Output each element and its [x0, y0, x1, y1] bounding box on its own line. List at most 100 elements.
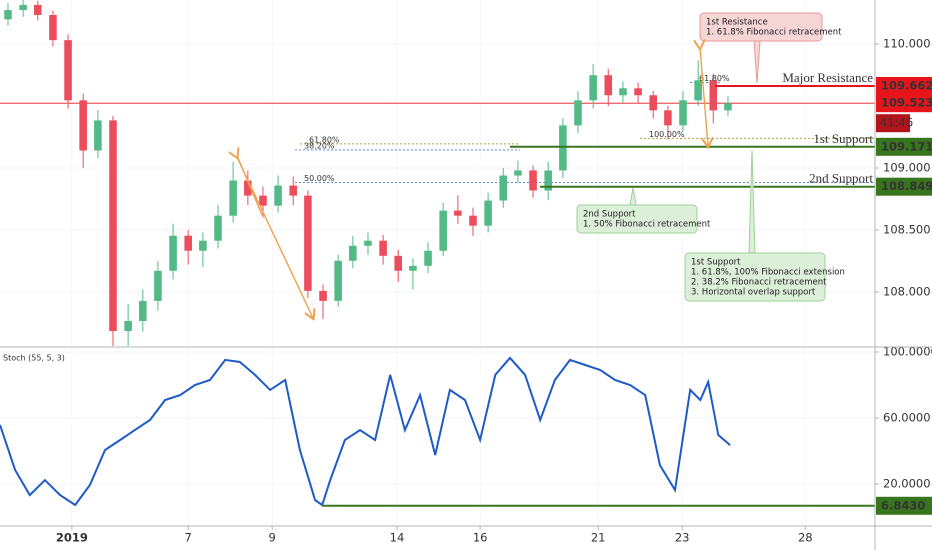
x-tick-label: 14 [390, 531, 405, 545]
candle-body [394, 255, 403, 271]
fib-label: 100.00% [649, 130, 685, 139]
price-tag [876, 496, 932, 515]
price-tag-label: 109.523 [881, 96, 932, 110]
candle-body [574, 100, 582, 126]
fib-arrow [237, 157, 313, 318]
y-tick-label: 100.0000 [883, 344, 932, 358]
price-tag [876, 76, 932, 95]
callout-text: 1st Resistance [706, 18, 768, 28]
candle-body [4, 10, 12, 20]
candle-body [49, 14, 57, 41]
x-tick-label: 21 [591, 531, 606, 545]
candle-body [319, 290, 327, 301]
candle-body [349, 245, 357, 261]
fib-label: 61.80% [309, 135, 340, 144]
candle-body [484, 200, 492, 226]
countdown-label: 41:46 [880, 116, 913, 130]
callout-box [684, 252, 826, 302]
candle-body [94, 120, 102, 151]
fib-label: 50.00% [304, 174, 335, 183]
y-tick-label: 108.500 [883, 222, 931, 236]
callout-box [576, 204, 698, 234]
candle-body [169, 235, 177, 271]
candle-body [424, 250, 432, 266]
fib-arrow [700, 48, 708, 146]
y-tick-label: 110.000 [883, 37, 931, 51]
level-label: 2nd Support [809, 171, 873, 186]
callout-text: 1st Support [691, 258, 741, 268]
callout-text: 2nd Support [583, 210, 636, 220]
candle-body [289, 185, 297, 196]
candle-body [334, 260, 342, 301]
candle-body [544, 170, 552, 191]
candle-body [409, 265, 417, 271]
candle-body [304, 195, 312, 291]
fib-arrow [237, 157, 263, 216]
stoch-line [0, 356, 731, 507]
candle-body [469, 215, 477, 226]
candle-body [274, 185, 282, 206]
y-tick-label: 20.0000 [883, 477, 931, 491]
price-tag-label: 109.171 [881, 139, 932, 153]
candle-body [64, 40, 72, 101]
candle-body [724, 103, 732, 111]
x-tick-label: 16 [473, 531, 488, 545]
candle-body [184, 235, 192, 251]
candle-body [34, 4, 42, 15]
candle-body [229, 180, 237, 216]
price-tag [876, 137, 932, 156]
overlay-layer: 110.000 109.000 108.500 108.000 100.0000 60.0… [56, 12, 932, 545]
candle-body [679, 100, 687, 126]
candle-body [364, 240, 372, 246]
candle-body [154, 270, 162, 301]
candle-body [454, 210, 462, 216]
level-label: 1st Support [813, 131, 873, 146]
price-tag-label: 6.8430 [881, 498, 925, 512]
y-tick-label: 109.000 [883, 160, 931, 174]
candle-body [199, 240, 207, 251]
candle-body [709, 80, 718, 111]
price-panel [0, 0, 875, 346]
price-tag [876, 177, 932, 196]
candle-body [499, 175, 508, 201]
candle-body [619, 88, 627, 96]
candle-body [439, 210, 447, 251]
x-tick-label: 23 [675, 531, 690, 545]
level-label: Major Resistance [782, 70, 873, 85]
callout-box [699, 12, 823, 42]
candle-body [139, 300, 147, 321]
x-tick-label: 9 [269, 531, 276, 545]
x-tick-label: 7 [185, 531, 192, 545]
candle-body [559, 125, 567, 171]
callout-text: 1. 50% Fibonacci retracement [583, 220, 711, 230]
candle-body [214, 215, 222, 241]
candle-body [529, 170, 537, 191]
candle-body [589, 75, 597, 101]
price-tag-label: 108.849 [881, 179, 932, 193]
callout-text: 1. 61.8%, 100% Fibonacci extension [691, 268, 845, 278]
candle-body [124, 320, 132, 332]
candle-body [19, 4, 27, 11]
candle-body [604, 75, 613, 96]
candle-body [634, 88, 642, 96]
callout-text: 1. 61.8% Fibonacci retracement [706, 28, 842, 38]
candle-body [514, 170, 522, 176]
callout-text: 2. 38.2% Fibonacci retracement [691, 278, 827, 288]
candle-body [379, 240, 387, 256]
fib-label: 38.20% [304, 141, 335, 150]
price-tag-label: 109.662 [881, 78, 932, 92]
candle-body [109, 120, 117, 332]
indicator-panel [0, 356, 875, 507]
x-tick-label: 28 [798, 531, 813, 545]
countdown-tag [876, 114, 910, 133]
callout-text: 3. Horizontal overlap support [691, 288, 816, 298]
fib-label: 61.80% [699, 74, 730, 83]
price-tag [876, 94, 932, 113]
candle-body [664, 110, 672, 126]
indicator-title: Stoch (55, 5, 3) [3, 354, 65, 363]
x-tick-label: 2019 [56, 531, 88, 545]
candle-body [259, 195, 267, 206]
candle-body [79, 100, 87, 151]
candle-body [649, 95, 657, 111]
